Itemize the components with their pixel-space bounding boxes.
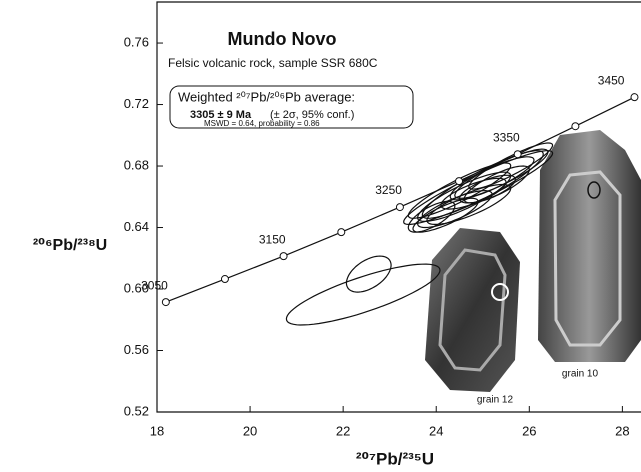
image-label: grain 12 <box>477 395 514 406</box>
x-tick-label: 22 <box>336 423 350 438</box>
concordia-point <box>571 122 580 131</box>
plot-layer: 18 20 22 24 26 28 0.52 0.56 0.60 0.64 0.68 0.72 0.76… <box>124 1 641 438</box>
age-label: 3350 <box>493 130 520 144</box>
age-label: 3050 <box>141 278 168 292</box>
error-ellipse <box>416 189 493 229</box>
concordia-point <box>395 203 404 212</box>
error-ellipse <box>285 263 441 326</box>
age-label: 3450 <box>598 73 625 87</box>
error-ellipse <box>412 197 479 233</box>
y-tick-label: 0.56 <box>124 342 149 357</box>
y-tick-label: 0.72 <box>124 96 149 111</box>
axis-frame <box>156 1 641 413</box>
error-ellipse <box>345 255 392 293</box>
concordia-point <box>279 252 288 261</box>
error-ellipse <box>407 200 456 233</box>
concordia-point <box>455 177 464 186</box>
x-tick-label: 20 <box>243 423 257 438</box>
x-tick-label: 26 <box>522 423 536 438</box>
concordia-point <box>161 298 170 307</box>
result-box <box>169 85 414 129</box>
error-ellipse <box>421 150 544 219</box>
concordia-point <box>513 150 522 159</box>
x-axis-label: ²⁰⁷Pb/²³⁵U <box>356 449 434 468</box>
y-axis-label: ²⁰⁶Pb/²³⁸U <box>33 237 107 254</box>
x-tick-label: 28 <box>615 423 629 438</box>
y-tick-label: 0.76 <box>124 34 149 49</box>
chart-title: Mundo Novo <box>228 29 337 49</box>
concordia-point <box>337 228 346 237</box>
y-tick-label: 0.60 <box>124 280 149 295</box>
result-age: 3305 ± 9 Ma <box>190 109 252 121</box>
age-label: 3250 <box>375 183 402 197</box>
result-uncertainty: (± 2σ, 95% conf.) <box>270 109 354 121</box>
error-ellipse <box>463 165 530 204</box>
image-label: grain 10 <box>562 369 599 380</box>
concordia-point <box>630 93 639 102</box>
x-tick-label: 18 <box>150 423 164 438</box>
grain-10-image <box>538 130 641 362</box>
concordia-point <box>220 275 229 284</box>
age-label: 3150 <box>259 232 286 246</box>
subtitle: Felsic volcanic rock, sample SSR 680C <box>168 56 378 70</box>
y-tick-label: 0.68 <box>124 157 149 172</box>
error-ellipse <box>454 148 549 199</box>
result-stats: MSWD = 0.64, probability = 0.86 <box>204 119 320 128</box>
error-ellipse <box>440 177 507 210</box>
y-tick-label: 0.64 <box>124 219 149 234</box>
error-ellipse <box>407 162 512 219</box>
grain-12-image <box>425 228 520 392</box>
y-tick-label: 0.52 <box>124 403 149 418</box>
result-heading: Weighted ²⁰⁷Pb/²⁰⁶Pb average: <box>178 89 355 104</box>
x-tick-label: 24 <box>429 423 443 438</box>
